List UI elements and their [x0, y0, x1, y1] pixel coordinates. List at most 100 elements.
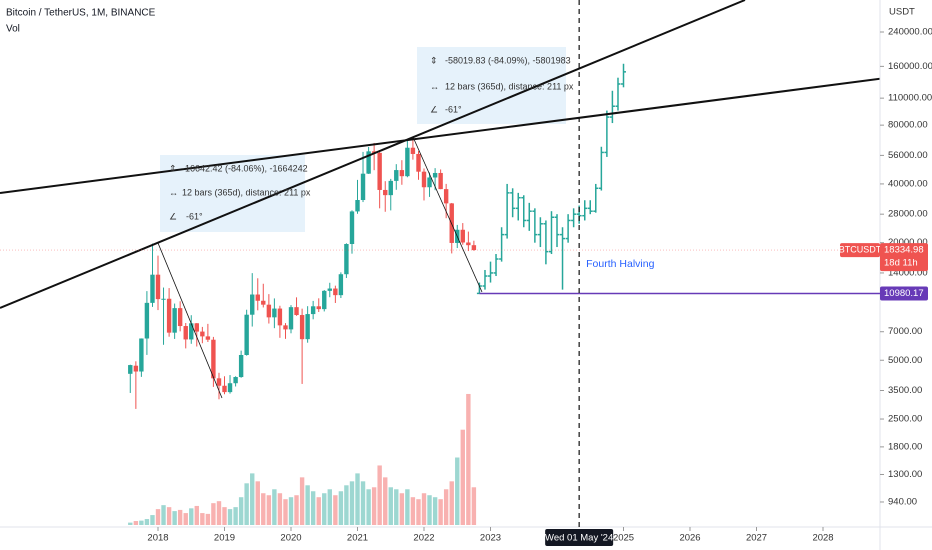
candle-body	[294, 307, 299, 316]
volume-bar	[316, 497, 321, 525]
volume-bar	[227, 509, 233, 525]
y-tick-label: 20000.00	[888, 237, 928, 248]
y-tick-label: 7000.00	[888, 326, 922, 337]
y-tick-label: 240000.00	[888, 27, 932, 38]
volume-bar	[371, 487, 377, 525]
volume-bar	[449, 481, 454, 525]
y-tick-label: 5000.00	[888, 355, 922, 366]
candle-body	[410, 147, 416, 154]
ruler-bars: 12 bars (365d), distance: 211 px	[445, 81, 574, 91]
volume-bar	[327, 489, 332, 525]
candle-body	[471, 245, 477, 251]
volume-bar	[233, 507, 238, 525]
ruler-bars: 12 bars (365d), distance: 211 px	[182, 187, 311, 197]
y-unit: USDT	[889, 7, 915, 18]
volume-bar	[128, 522, 133, 525]
ruler-icon: ↔	[169, 187, 178, 197]
candle-body	[227, 383, 233, 393]
candle-body	[222, 385, 227, 393]
volume-bar	[322, 493, 327, 525]
volume-bar	[410, 497, 416, 525]
volume-bar	[161, 505, 166, 525]
volume-bar	[205, 513, 211, 525]
last-price-tag	[880, 243, 928, 272]
ruler-icon: ⇕	[430, 55, 438, 65]
volume-bar	[455, 457, 460, 525]
volume-bar	[360, 481, 366, 525]
volume-bar	[283, 499, 288, 525]
halving-text: Fourth Halving	[586, 258, 654, 270]
candle-body	[194, 323, 199, 332]
ruler-change: -16642.42 (-84.06%), -1664242	[182, 163, 308, 173]
volume-bar	[133, 521, 139, 525]
candle-body	[394, 170, 399, 181]
candle-body	[139, 338, 144, 372]
volume-bar	[366, 489, 371, 525]
y-tick-label: 40000.00	[888, 178, 928, 189]
candle-body	[360, 173, 366, 201]
volume-bar	[299, 477, 305, 525]
candle-body	[205, 336, 211, 340]
volume-bar	[216, 501, 222, 525]
volume-bar	[255, 481, 260, 525]
volume-bar	[211, 503, 216, 525]
volume-bar	[383, 477, 388, 525]
candle-body	[443, 189, 449, 204]
candle-body	[161, 298, 166, 300]
candle-body	[366, 151, 371, 174]
candle-body	[133, 365, 139, 372]
volume-bar	[172, 511, 177, 525]
candle-body	[377, 152, 382, 190]
volume-bar	[288, 497, 294, 525]
candle-body	[349, 211, 355, 245]
candle-body	[172, 308, 177, 333]
volume-layer	[128, 393, 477, 525]
symbol-tag	[840, 243, 880, 258]
volume-bar	[394, 489, 399, 525]
x-tick-label: 2027	[746, 533, 767, 544]
candle-body	[333, 288, 338, 296]
volume-bar	[377, 465, 382, 525]
candle-body	[327, 288, 332, 291]
candle-body	[399, 170, 405, 177]
candle-body	[211, 339, 216, 379]
trend-line	[0, 0, 746, 309]
ruler-icon: ∠	[169, 211, 177, 221]
candle-body	[150, 274, 155, 303]
candle-body	[344, 244, 349, 275]
candle-body	[200, 331, 205, 337]
volume-bar	[189, 508, 194, 525]
x-tick-label: 2025	[613, 533, 634, 544]
candle-body	[322, 290, 327, 310]
volume-bar	[150, 515, 155, 525]
volume-bar	[471, 487, 477, 525]
volume-bar	[443, 489, 449, 525]
candle-body	[310, 306, 316, 315]
y-tick-label: 160000.00	[888, 61, 932, 72]
volume-bar	[222, 507, 227, 525]
candle-body	[216, 378, 222, 386]
candle-body	[438, 172, 443, 190]
x-tick-label: 2021	[347, 533, 368, 544]
ruler-icon: ↔	[430, 81, 439, 91]
volume-bar	[155, 509, 161, 525]
volume-bar	[266, 495, 272, 525]
candle-body	[261, 300, 266, 305]
symbol-label: BTCUSDT	[839, 244, 882, 254]
x-tick-label: 2023	[480, 533, 501, 544]
candle-body	[299, 315, 305, 340]
ruler-angle: -61°	[186, 211, 203, 221]
trend-line	[0, 77, 880, 194]
volume-bar	[139, 520, 144, 525]
volume-bar	[438, 499, 443, 525]
x-tick-label: 2019	[214, 533, 235, 544]
volume-bar	[416, 499, 421, 525]
volume-bar	[244, 483, 249, 525]
chart-title: Bitcoin / TetherUS, 1M, BINANCE	[6, 8, 156, 19]
candle-body	[371, 151, 377, 153]
candle-body	[432, 172, 438, 178]
countdown-label: 18d 11h	[884, 258, 918, 269]
candle-body	[183, 326, 188, 340]
volume-bar	[344, 485, 349, 525]
